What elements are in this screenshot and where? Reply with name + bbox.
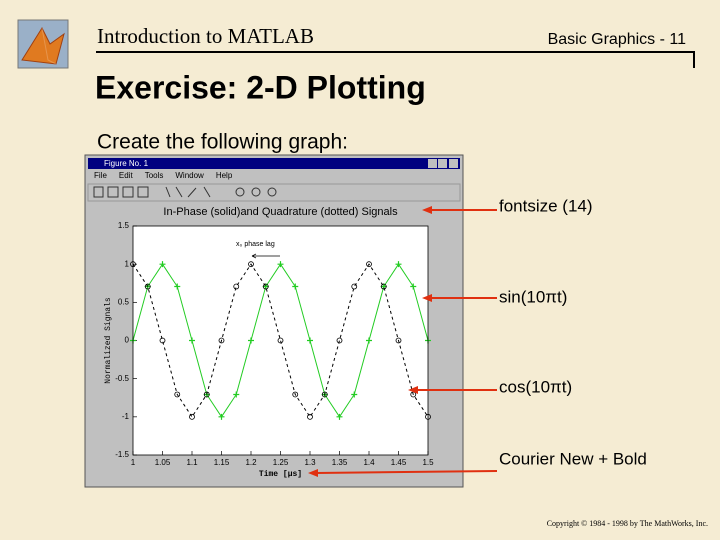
data-marker xyxy=(336,337,343,344)
data-marker xyxy=(277,261,284,268)
copyright: Copyright © 1984 - 1998 by The MathWorks… xyxy=(547,519,708,528)
data-marker xyxy=(262,283,269,290)
x-tick-label: 1.2 xyxy=(245,458,257,467)
y-tick-label: 1.5 xyxy=(118,221,130,230)
arrow-head xyxy=(308,469,318,477)
title-bar xyxy=(88,158,460,169)
axes-box xyxy=(133,226,428,455)
data-marker xyxy=(218,413,225,420)
data-marker xyxy=(395,337,402,344)
callout-label: fontsize (14) xyxy=(499,196,593,215)
x-axis-label: Time [µs] xyxy=(259,470,302,479)
y-tick-label: 1 xyxy=(125,259,130,268)
slide-title: Exercise: 2-D Plotting xyxy=(95,69,426,105)
data-marker xyxy=(366,337,372,344)
menu-item[interactable]: Tools xyxy=(145,171,164,180)
series-line xyxy=(132,263,429,418)
x-tick-label: 1.3 xyxy=(304,458,316,467)
data-marker xyxy=(380,283,387,290)
x-tick-label: 1.1 xyxy=(186,458,198,467)
toolbar-icons xyxy=(93,186,277,198)
course-title: Introduction to MATLAB xyxy=(97,24,314,48)
menu-item[interactable]: Help xyxy=(216,171,233,180)
data-marker xyxy=(321,391,328,398)
axes-frame xyxy=(132,225,429,456)
chart-title: In-Phase (solid)and Quadrature (dotted) … xyxy=(163,206,398,218)
data-marker xyxy=(262,283,269,290)
data-marker xyxy=(336,413,343,420)
figure-window: Figure No. 1 File Edit Tools Window Help xyxy=(84,154,464,488)
window-title: Figure No. 1 xyxy=(104,159,149,168)
data-marker xyxy=(174,391,181,398)
y-tick-label: -1.5 xyxy=(115,450,129,459)
menu-item[interactable]: File xyxy=(94,171,107,180)
annotation: x₀ phase lag xyxy=(236,241,275,248)
data-marker xyxy=(410,283,417,290)
x-tick-label: 1.05 xyxy=(155,458,171,467)
callout-label: Courier New + Bold xyxy=(499,449,647,468)
callouts xyxy=(308,206,498,477)
menu-item[interactable]: Edit xyxy=(119,171,134,180)
x-tick-label: 1.25 xyxy=(273,458,289,467)
data-marker xyxy=(395,261,402,268)
x-tick-label: 1.45 xyxy=(391,458,407,467)
arrow-head xyxy=(422,294,432,302)
data-marker xyxy=(189,413,195,420)
data-marker xyxy=(218,337,225,344)
y-tick-label: -1 xyxy=(122,412,130,421)
data-marker xyxy=(248,261,254,268)
data-marker xyxy=(248,337,254,344)
y-tick-label: 0 xyxy=(125,336,130,345)
data-marker xyxy=(233,283,240,290)
data-marker xyxy=(351,391,358,398)
data-marker xyxy=(159,337,166,344)
data-marker xyxy=(203,391,210,398)
x-tick-label: 1 xyxy=(131,458,136,467)
slide-number: Basic Graphics - 11 xyxy=(548,31,687,48)
data-marker xyxy=(292,283,299,290)
x-tick-label: 1.4 xyxy=(363,458,375,467)
matlab-logo xyxy=(17,19,69,69)
data-marker xyxy=(380,283,387,290)
header-rule xyxy=(96,51,695,68)
callout-label: cos(10πt) xyxy=(499,377,572,396)
x-tick-label: 1.15 xyxy=(214,458,230,467)
callout-label: sin(10πt) xyxy=(499,287,567,306)
data-marker xyxy=(277,337,284,344)
data-marker xyxy=(307,413,313,420)
data-marker xyxy=(307,337,313,344)
close-button[interactable] xyxy=(449,159,458,168)
y-tick-label: 0.5 xyxy=(118,297,130,306)
data-marker xyxy=(144,283,151,290)
x-tick-label: 1.5 xyxy=(422,458,434,467)
data-marker xyxy=(159,261,166,268)
callout-arrow xyxy=(315,470,498,474)
max-button[interactable] xyxy=(438,159,447,168)
data-marker xyxy=(366,261,372,268)
data-marker xyxy=(351,283,358,290)
x-tick-label: 1.35 xyxy=(332,458,348,467)
y-tick-label: -0.5 xyxy=(115,374,129,383)
arrow-head xyxy=(422,206,432,214)
data-marker xyxy=(174,283,181,290)
min-button[interactable] xyxy=(428,159,437,168)
y-axis-label: Normalized Signals xyxy=(104,297,113,384)
toolbar xyxy=(87,183,461,202)
data-marker xyxy=(189,337,195,344)
data-marker xyxy=(292,391,299,398)
annotation-arrow xyxy=(251,253,280,259)
menu-item[interactable]: Window xyxy=(175,171,204,180)
data-marker xyxy=(233,391,240,398)
subtitle: Create the following graph: xyxy=(97,131,348,154)
arrow-head xyxy=(408,386,418,394)
